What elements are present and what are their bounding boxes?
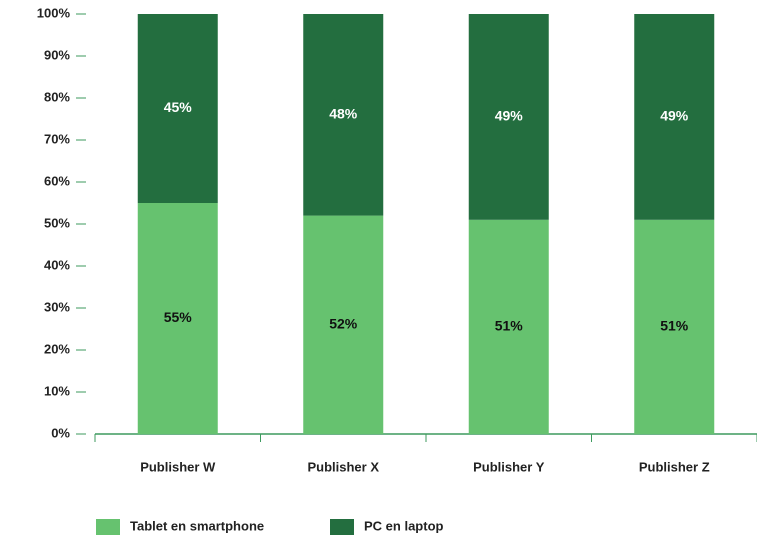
y-tick-label: 10%	[44, 383, 70, 398]
data-label: 52%	[329, 316, 358, 332]
y-tick-label: 20%	[44, 341, 70, 356]
bar-segment	[303, 215, 384, 434]
bar-segment	[468, 14, 549, 220]
bar-segment	[634, 14, 715, 220]
legend-label: PC en laptop	[364, 518, 444, 533]
y-tick-label: 30%	[44, 299, 70, 314]
bar-segment	[468, 219, 549, 434]
data-label: 49%	[495, 108, 524, 124]
y-tick-label: 60%	[44, 173, 70, 188]
y-tick-label: 80%	[44, 89, 70, 104]
data-label: 51%	[660, 318, 689, 334]
legend-swatch	[96, 519, 120, 535]
x-tick-label: Publisher X	[307, 459, 379, 474]
y-tick-label: 100%	[37, 5, 71, 20]
data-label: 49%	[660, 108, 689, 124]
legend-label: Tablet en smartphone	[130, 518, 264, 533]
bar-segment	[634, 219, 715, 434]
x-tick-label: Publisher Z	[639, 459, 710, 474]
bar-segment	[137, 14, 218, 203]
y-tick-label: 90%	[44, 47, 70, 62]
x-tick-label: Publisher Y	[473, 459, 545, 474]
data-label: 45%	[164, 99, 193, 115]
bar-segment	[303, 14, 384, 216]
y-tick-label: 40%	[44, 257, 70, 272]
legend-swatch	[330, 519, 354, 535]
data-label: 51%	[495, 318, 524, 334]
y-tick-label: 70%	[44, 131, 70, 146]
x-tick-label: Publisher W	[140, 459, 216, 474]
data-label: 48%	[329, 106, 358, 122]
bar-segment	[137, 203, 218, 434]
data-label: 55%	[164, 309, 193, 325]
y-tick-label: 50%	[44, 215, 70, 230]
y-tick-label: 0%	[51, 425, 70, 440]
